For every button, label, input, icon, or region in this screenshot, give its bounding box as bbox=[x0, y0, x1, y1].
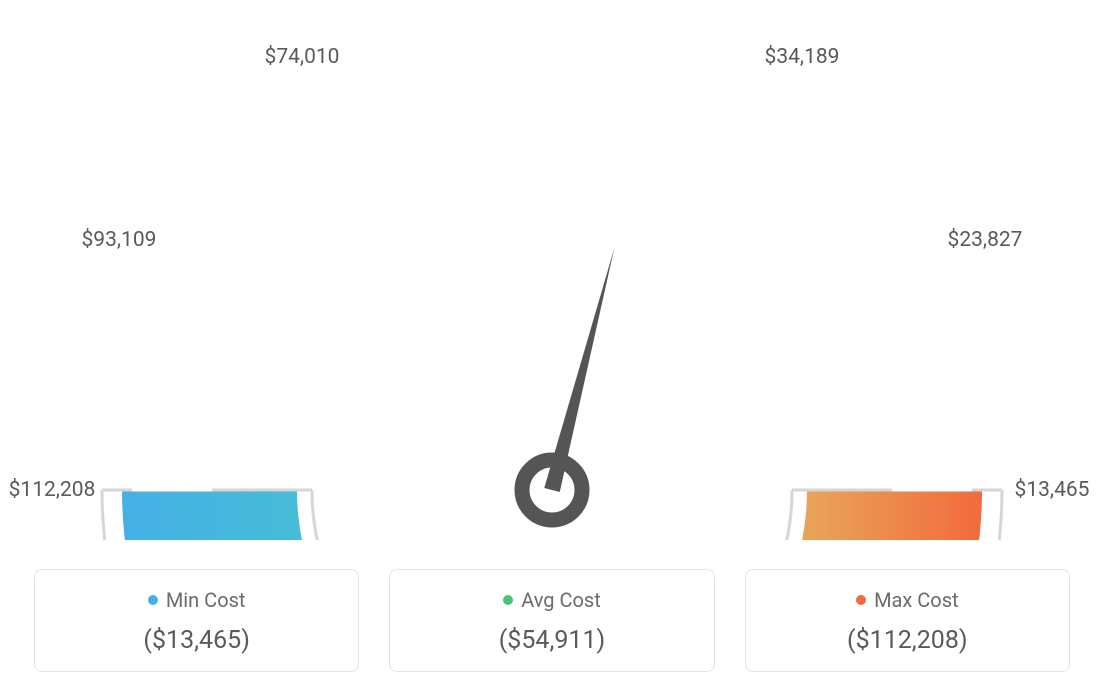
legend-title-min: Min Cost bbox=[148, 588, 246, 612]
legend-label-max: Max Cost bbox=[874, 588, 959, 612]
gauge-chart: $13,465 $23,827 $34,189 $54,911 $74,010 $93,1… bbox=[0, 0, 1104, 540]
dot-min-icon bbox=[148, 595, 158, 605]
scale-label: $13,465 bbox=[1015, 478, 1090, 502]
legend-value-max: ($112,208) bbox=[756, 626, 1059, 655]
scale-label: $74,010 bbox=[265, 45, 340, 69]
legend-label-min: Min Cost bbox=[166, 588, 246, 612]
scale-label: $54,911 bbox=[515, 0, 590, 2]
legend-card-max: Max Cost ($112,208) bbox=[745, 569, 1070, 672]
legend-title-avg: Avg Cost bbox=[503, 588, 601, 612]
legend-value-min: ($13,465) bbox=[45, 626, 348, 655]
dot-max-icon bbox=[856, 595, 866, 605]
scale-label: $112,208 bbox=[9, 478, 96, 502]
scale-label: $34,189 bbox=[765, 45, 840, 69]
legend-card-min: Min Cost ($13,465) bbox=[34, 569, 359, 672]
legend-title-max: Max Cost bbox=[856, 588, 959, 612]
scale-label: $23,827 bbox=[948, 228, 1023, 252]
legend-value-avg: ($54,911) bbox=[400, 626, 703, 655]
legend-row: Min Cost ($13,465) Avg Cost ($54,911) Ma… bbox=[0, 569, 1104, 672]
legend-label-avg: Avg Cost bbox=[521, 588, 601, 612]
dot-avg-icon bbox=[503, 595, 513, 605]
gauge-svg bbox=[0, 0, 1104, 540]
scale-label: $93,109 bbox=[82, 228, 157, 252]
legend-card-avg: Avg Cost ($54,911) bbox=[389, 569, 714, 672]
